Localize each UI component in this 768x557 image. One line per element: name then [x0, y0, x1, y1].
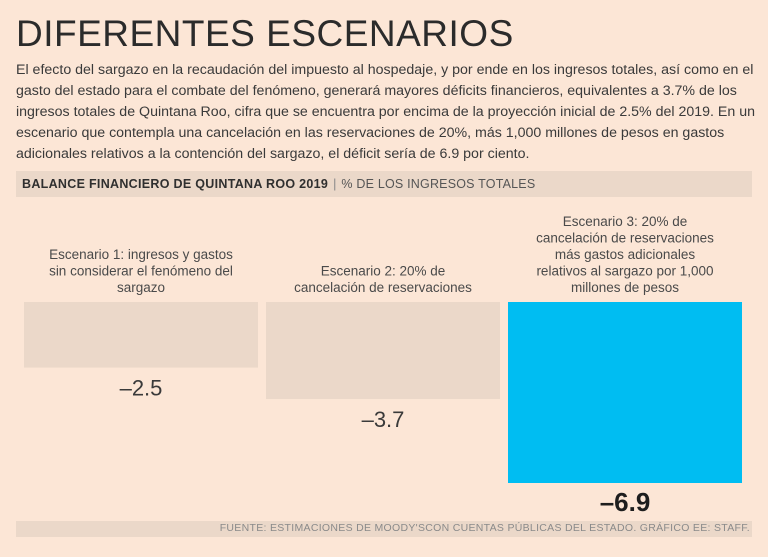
intro-paragraph: El efecto del sargazo en la recaudación … [16, 62, 755, 162]
bar-escenario-3 [508, 302, 742, 483]
source-note: FUENTE: ESTIMACIONES DE MOODY'SCON CUENT… [219, 522, 750, 534]
chart-header-separator: | [333, 177, 337, 191]
category-label-escenario-2: cancelación de reservaciones [294, 280, 472, 295]
bar-escenario-2 [266, 302, 500, 400]
category-label-escenario-1: sin considerar el fenómeno del [49, 264, 233, 279]
page-title: DIFERENTES ESCENARIOS [16, 13, 514, 54]
bar-escenario-1 [24, 302, 258, 368]
category-label-escenario-3: más gastos adicionales [555, 247, 696, 262]
value-label-escenario-1: –2.5 [120, 376, 163, 401]
category-label-escenario-1: Escenario 1: ingresos y gastos [49, 247, 233, 262]
footer-band [16, 521, 752, 537]
category-label-escenario-3: Escenario 3: 20% de [563, 214, 688, 229]
chart-header: BALANCE FINANCIERO DE QUINTANA ROO 2019 … [16, 171, 752, 197]
category-label-escenario-3: millones de pesos [571, 280, 679, 295]
category-label-escenario-3: cancelación de reservaciones [536, 231, 714, 246]
category-label-escenario-1: sargazo [117, 280, 165, 295]
chart-title: BALANCE FINANCIERO DE QUINTANA ROO 2019 [22, 177, 329, 191]
value-label-escenario-3: –6.9 [600, 487, 651, 517]
chart-subtitle: % DE LOS INGRESOS TOTALES [341, 177, 536, 191]
category-label-escenario-3: relativos al sargazo por 1,000 [536, 264, 713, 279]
category-label-escenario-2: Escenario 2: 20% de [321, 264, 446, 279]
value-label-escenario-2: –3.7 [362, 407, 405, 432]
